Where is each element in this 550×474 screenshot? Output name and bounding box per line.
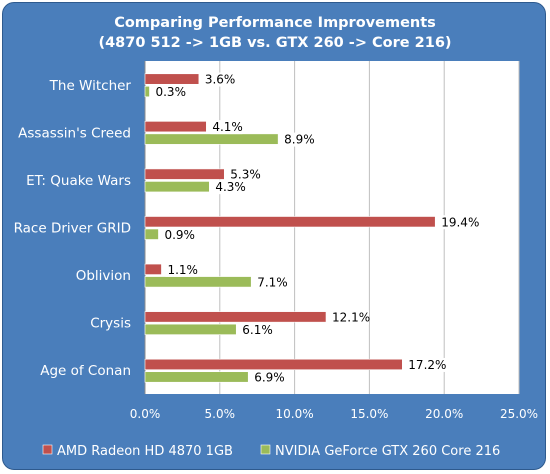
- data-label-bg: [228, 167, 261, 182]
- data-label-bg: [210, 120, 243, 135]
- x-tick-label: 5.0%: [205, 407, 236, 421]
- category-label: Crysis: [90, 316, 131, 332]
- data-label-bg: [330, 310, 370, 325]
- category-label: ET: Quake Wars: [26, 173, 131, 189]
- category-label: Oblivion: [76, 268, 131, 284]
- data-label-bg: [165, 262, 198, 277]
- bar-amd: [144, 358, 403, 371]
- bar-amd: [144, 311, 327, 323]
- category-label: Assassin's Creed: [18, 125, 131, 141]
- bar-chart: Comparing Performance Improvements (4870…: [14, 15, 539, 459]
- data-label-bg: [439, 215, 479, 230]
- data-label-bg: [202, 72, 235, 87]
- chart-title: Comparing Performance Improvements: [114, 15, 436, 31]
- legend-swatch-nvidia: [260, 444, 271, 455]
- data-label: 1.1%: [167, 263, 198, 277]
- category-label: Race Driver GRID: [14, 221, 131, 237]
- bar-nvidia: [144, 323, 237, 335]
- data-label: 4.3%: [215, 180, 246, 194]
- data-label-bg: [282, 132, 315, 147]
- data-label: 8.9%: [284, 133, 315, 147]
- bar-amd: [144, 263, 162, 275]
- x-tick-label: 0.0%: [130, 407, 161, 421]
- data-label: 5.3%: [230, 168, 261, 182]
- x-tick-label: 10.0%: [276, 407, 314, 421]
- bar-nvidia: [144, 276, 252, 288]
- legend-swatch-amd: [42, 444, 53, 455]
- x-tick-label: 20.0%: [425, 407, 463, 421]
- bar-amd: [144, 121, 207, 133]
- data-label-bg: [406, 357, 446, 372]
- data-label-bg: [255, 275, 288, 290]
- data-label-bg: [162, 227, 195, 242]
- data-label: 17.2%: [408, 358, 446, 372]
- legend-label-nvidia: NVIDIA GeForce GTX 260 Core 216: [275, 444, 500, 459]
- chart-frame: Comparing Performance Improvements (4870…: [2, 2, 546, 470]
- data-label-bg: [153, 85, 186, 100]
- data-label: 4.1%: [212, 120, 243, 134]
- labels: 0.0% 5.0% 10.0% 15.0% 20.0% 25.0% The Witcher 3…: [14, 72, 538, 421]
- data-label: 12.1%: [332, 310, 370, 324]
- data-label: 0.3%: [155, 85, 186, 99]
- data-label: 7.1%: [257, 275, 288, 289]
- bar-nvidia: [144, 228, 159, 240]
- data-label: 3.6%: [205, 73, 236, 87]
- bar-nvidia: [144, 133, 279, 145]
- chart-subtitle: (4870 512 -> 1GB vs. GTX 260 -> Core 216…: [98, 35, 451, 51]
- x-tick-label: 15.0%: [350, 407, 388, 421]
- x-tick-label: 25.0%: [500, 407, 538, 421]
- category-label: Age of Conan: [40, 363, 131, 379]
- data-label-bg: [240, 322, 273, 337]
- bar-amd: [144, 216, 436, 228]
- data-label: 0.9%: [164, 228, 195, 242]
- data-label: 6.9%: [254, 370, 285, 384]
- legend: AMD Radeon HD 4870 1GB NVIDIA GeForce GTX…: [42, 444, 500, 459]
- category-label: The Witcher: [49, 78, 132, 94]
- data-label: 6.1%: [242, 323, 272, 337]
- data-label: 19.4%: [441, 215, 479, 229]
- data-label-bg: [213, 180, 246, 195]
- data-label-bg: [252, 370, 285, 385]
- legend-label-amd: AMD Radeon HD 4870 1GB: [57, 444, 233, 459]
- bar-amd: [144, 73, 200, 85]
- bars: [144, 73, 436, 383]
- bar-nvidia: [144, 85, 150, 98]
- bar-nvidia: [144, 371, 249, 383]
- bar-amd: [144, 168, 225, 180]
- bar-nvidia: [144, 181, 210, 193]
